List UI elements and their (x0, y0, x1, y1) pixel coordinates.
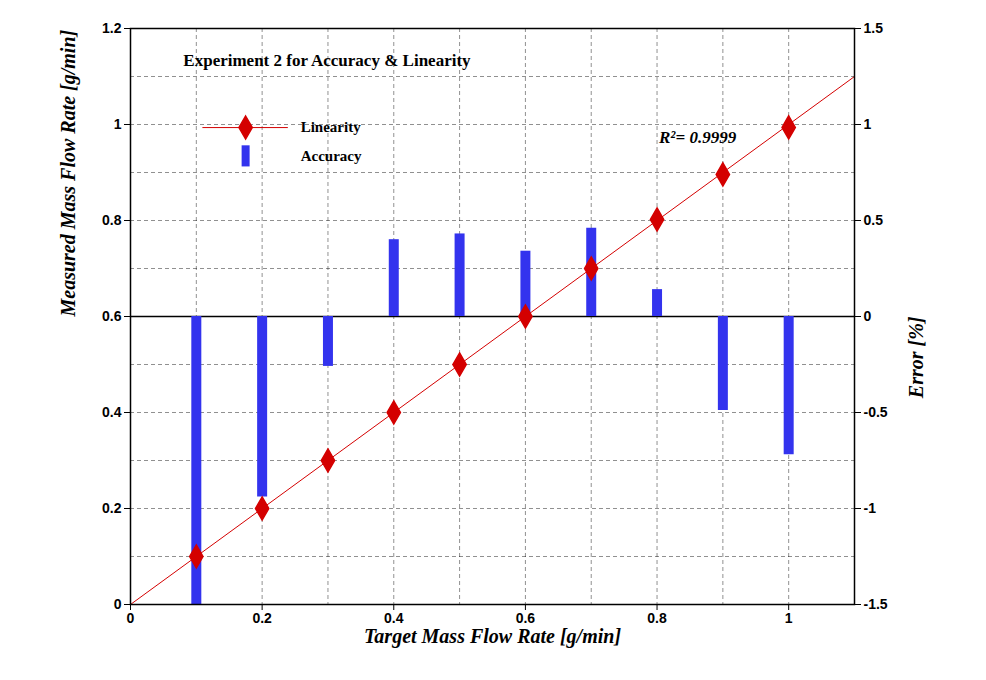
svg-text:1.5: 1.5 (864, 20, 884, 36)
svg-text:Accuracy: Accuracy (301, 148, 362, 164)
svg-text:1.2: 1.2 (102, 20, 122, 36)
svg-text:-1.5: -1.5 (864, 596, 888, 612)
svg-text:1: 1 (785, 610, 793, 626)
svg-text:0.2: 0.2 (102, 500, 122, 516)
svg-text:0: 0 (114, 596, 122, 612)
svg-text:R²= 0.9999: R²= 0.9999 (658, 128, 737, 147)
svg-text:0: 0 (127, 610, 135, 626)
svg-text:0.5: 0.5 (864, 212, 884, 228)
svg-text:Linearity: Linearity (301, 119, 361, 135)
svg-text:0.4: 0.4 (102, 404, 122, 420)
svg-text:0.8: 0.8 (102, 212, 122, 228)
svg-text:Experiment 2 for Accuracy & Li: Experiment 2 for Accuracy & Linearity (183, 51, 471, 70)
svg-text:0.8: 0.8 (647, 610, 667, 626)
svg-text:-0.5: -0.5 (864, 404, 888, 420)
svg-text:0: 0 (864, 308, 872, 324)
svg-text:1: 1 (864, 116, 872, 132)
svg-text:Target Mass Flow Rate [g/min]: Target Mass Flow Rate [g/min] (364, 625, 621, 648)
svg-text:0.6: 0.6 (515, 610, 536, 627)
svg-text:1: 1 (114, 116, 122, 132)
svg-text:0.6: 0.6 (102, 308, 122, 324)
svg-text:Measured Mass Flow Rate [g/min: Measured Mass Flow Rate [g/min] (57, 29, 80, 317)
svg-text:0.4: 0.4 (384, 610, 404, 627)
svg-text:0.2: 0.2 (252, 610, 272, 626)
svg-text:-1: -1 (864, 500, 877, 516)
svg-text:Error [%]: Error [%] (905, 316, 927, 399)
